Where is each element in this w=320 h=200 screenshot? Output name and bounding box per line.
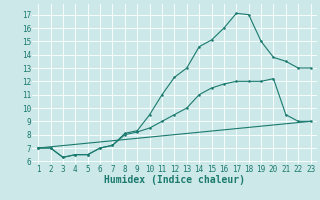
X-axis label: Humidex (Indice chaleur): Humidex (Indice chaleur)	[104, 175, 245, 185]
